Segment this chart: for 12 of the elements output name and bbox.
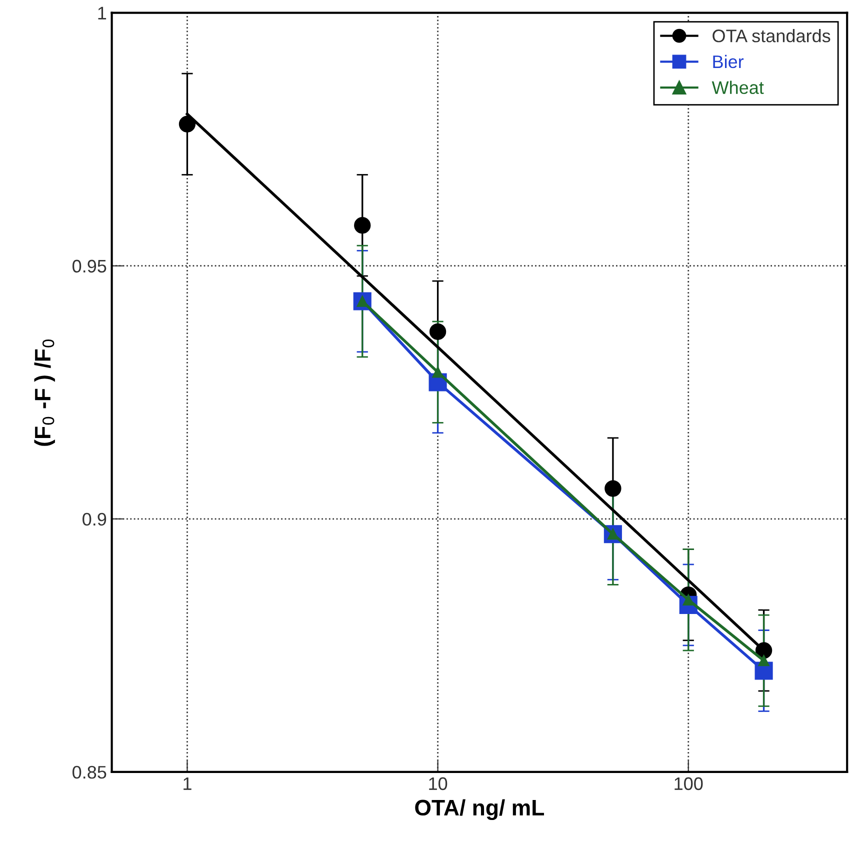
x-tick-label: 100 [674, 777, 703, 790]
x-tick-label: 1 [184, 777, 192, 790]
y-tick-label: 0.95 [72, 260, 106, 273]
y-tick-label: 0.9 [82, 512, 106, 526]
x-tick-label: 10 [429, 777, 448, 790]
y-tick-label: 1 [98, 6, 106, 20]
legend-label: Bier [713, 54, 744, 68]
x-axis-title: OTA/ ng/ mL [415, 799, 544, 820]
y-axis-title: (F$_{0}$ -F ) /F$_{0}$ [34, 340, 55, 446]
legend-label: Wheat [712, 80, 764, 94]
legend-label: OTA standards [712, 29, 830, 42]
y-tick-label: 0.85 [72, 766, 106, 779]
